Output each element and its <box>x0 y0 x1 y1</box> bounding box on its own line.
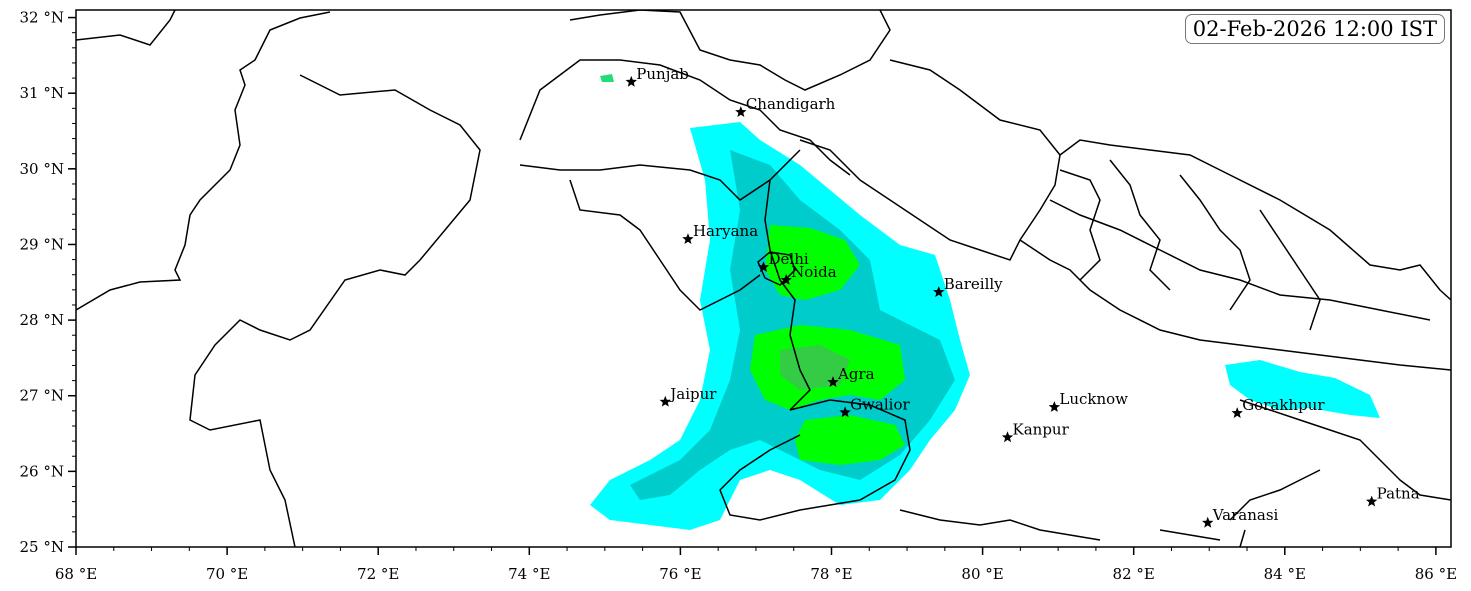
rain-light-area-punjab <box>600 74 614 82</box>
up-east-border <box>1229 469 1321 547</box>
x-tick-label: 86 °E <box>1415 565 1457 583</box>
mp-south-border <box>899 509 1221 541</box>
city-star-marker <box>1231 407 1243 418</box>
y-tick-label: 29 °N <box>20 235 64 253</box>
city-star-marker <box>625 75 637 87</box>
city-star-marker <box>827 376 839 387</box>
plot-frame <box>75 9 1452 548</box>
city-star-marker <box>1001 431 1014 443</box>
up-west-border <box>764 179 811 411</box>
x-tick-label: 72 °E <box>357 565 399 583</box>
city-label: Patna <box>1377 485 1420 503</box>
x-tick-label: 68 °E <box>55 565 97 583</box>
x-tick-label: 74 °E <box>508 565 550 583</box>
city-star-marker <box>1366 495 1378 507</box>
pakistan-border <box>76 11 331 311</box>
rain-medium-area <box>630 150 955 500</box>
city-star-marker <box>757 261 770 272</box>
city-label: Bareilly <box>944 275 1003 293</box>
city-star-marker <box>839 406 851 418</box>
y-axis: 25 °N 26 °N 27 °N 28 °N 29 °N 30 °N 31 °N 32 °N <box>20 9 76 556</box>
city-label: Gwalior <box>850 395 910 413</box>
boundary-lines <box>76 10 1451 547</box>
city-label: Noida <box>791 263 837 281</box>
city-label: Varanasi <box>1212 506 1279 524</box>
x-tick-label: 70 °E <box>206 565 248 583</box>
city-star-marker <box>682 233 694 244</box>
city-label: Delhi <box>769 250 809 268</box>
nepal-south-border <box>1019 239 1451 371</box>
x-tick-label: 76 °E <box>659 565 701 583</box>
rain-light-area-east <box>1225 360 1380 418</box>
city-star-marker <box>933 286 945 297</box>
city-label: Lucknow <box>1059 390 1128 408</box>
y-tick-label: 30 °N <box>20 160 64 178</box>
afghanistan-border <box>76 10 176 46</box>
city-star-marker <box>659 395 671 407</box>
x-tick-label: 82 °E <box>1113 565 1155 583</box>
city-star-marker <box>1202 516 1214 528</box>
y-tick-label: 32 °N <box>20 9 64 27</box>
nepal-border <box>1059 139 1451 301</box>
punjab-haryana-border <box>519 149 801 201</box>
y-tick-label: 26 °N <box>20 462 64 480</box>
y-tick-label: 25 °N <box>20 538 64 556</box>
city-star-marker <box>780 274 792 285</box>
x-tick-label: 78 °E <box>810 565 852 583</box>
y-tick-label: 27 °N <box>20 387 64 405</box>
rajasthan-border <box>189 74 481 547</box>
timestamp-label: 02-Feb-2026 12:00 IST <box>1184 14 1445 44</box>
y-tick-label: 28 °N <box>20 311 64 329</box>
city-label: Chandigarh <box>746 95 836 113</box>
himachal-border <box>519 59 851 176</box>
kashmir-border <box>569 10 891 91</box>
mp-border <box>719 399 911 521</box>
city-label: Punjab <box>636 65 689 83</box>
x-tick-label: 80 °E <box>961 565 1003 583</box>
rain-heavy-area-north <box>765 225 860 300</box>
x-axis: 68 °E 70 °E 72 °E 74 °E 76 °E 78 °E 80 °E 82 °E… <box>55 547 1457 583</box>
nepal-districts-1 <box>1059 159 1321 331</box>
rain-heavy-area-south <box>795 415 905 465</box>
city-star-marker <box>735 106 747 117</box>
precipitation-layer <box>590 74 1380 530</box>
bihar-border <box>1239 399 1451 501</box>
city-label: Jaipur <box>668 385 717 403</box>
city-label: Kanpur <box>1013 420 1070 438</box>
city-label: Haryana <box>693 222 758 240</box>
city-label: Gorakhpur <box>1242 396 1325 414</box>
city-label: Agra <box>837 365 875 383</box>
y-tick-label: 31 °N <box>20 84 64 102</box>
nepal-districts-2 <box>1049 199 1431 321</box>
city-star-marker <box>1048 401 1061 412</box>
x-tick-label: 84 °E <box>1264 565 1306 583</box>
haryana-rajasthan-border <box>569 179 761 311</box>
